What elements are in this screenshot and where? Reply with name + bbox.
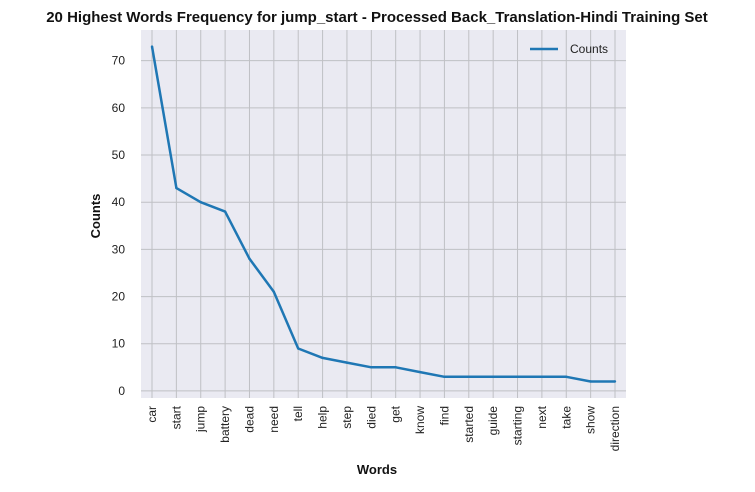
plot-area <box>141 30 626 398</box>
legend-label-counts: Counts <box>570 42 608 56</box>
data-point-know <box>418 370 422 374</box>
data-point-started <box>467 375 470 378</box>
x-tick-label: step <box>340 406 354 429</box>
data-point-jump <box>199 201 202 204</box>
y-tick-label: 10 <box>112 337 126 351</box>
x-tick-label: tell <box>291 406 305 421</box>
x-tick-label: take <box>559 406 573 429</box>
x-tick-label: dead <box>242 406 256 433</box>
data-point-direction <box>613 380 617 383</box>
data-point-dead <box>248 257 251 261</box>
x-tick-label: guide <box>486 406 500 436</box>
data-point-tell <box>297 347 300 350</box>
y-tick-label: 0 <box>118 384 125 398</box>
x-tick-label: start <box>169 405 183 429</box>
x-tick-label: next <box>535 405 549 428</box>
y-axis-label: Counts <box>88 194 103 239</box>
axis-ticks: car start jump battery dead need tell help step d… <box>112 54 622 452</box>
data-point-find <box>443 375 446 378</box>
y-tick-label: 70 <box>112 54 126 68</box>
y-tick-label: 50 <box>112 148 126 162</box>
x-tick-label: battery <box>218 406 232 443</box>
y-tick-label: 20 <box>112 290 126 304</box>
data-point-next <box>540 375 544 378</box>
x-tick-label: died <box>364 406 378 429</box>
grid-lines <box>141 30 626 398</box>
series-line-counts <box>150 46 615 383</box>
data-point-guide <box>491 375 495 378</box>
x-tick-label: find <box>437 406 451 425</box>
data-point-need <box>272 290 276 294</box>
y-tick-label: 30 <box>112 242 126 256</box>
y-tick-label: 60 <box>112 101 126 115</box>
data-point-help <box>321 356 324 360</box>
data-point-battery <box>223 210 227 213</box>
data-point-get <box>394 366 397 369</box>
x-tick-label: starting <box>511 406 525 445</box>
data-point-start <box>175 186 178 190</box>
x-tick-label: direction <box>608 406 622 451</box>
y-tick-label: 40 <box>112 195 126 209</box>
x-tick-label: need <box>267 406 281 433</box>
data-point-starting <box>516 375 519 378</box>
x-tick-label: know <box>413 406 427 434</box>
x-axis-label: Words <box>357 462 397 477</box>
data-point-take <box>565 375 568 378</box>
data-point-died <box>370 366 373 369</box>
x-tick-label: started <box>462 406 476 443</box>
x-tick-label: car <box>145 406 159 423</box>
x-tick-label: get <box>389 405 403 422</box>
legend: Counts <box>530 42 608 56</box>
data-point-show <box>589 380 592 383</box>
x-tick-label: jump <box>194 406 208 433</box>
series-points <box>150 45 617 383</box>
x-tick-label: help <box>316 406 330 429</box>
data-point-car <box>150 45 154 48</box>
chart-title: 20 Highest Words Frequency for jump_star… <box>46 9 708 26</box>
data-point-step <box>345 361 349 364</box>
x-tick-label: show <box>584 406 598 434</box>
